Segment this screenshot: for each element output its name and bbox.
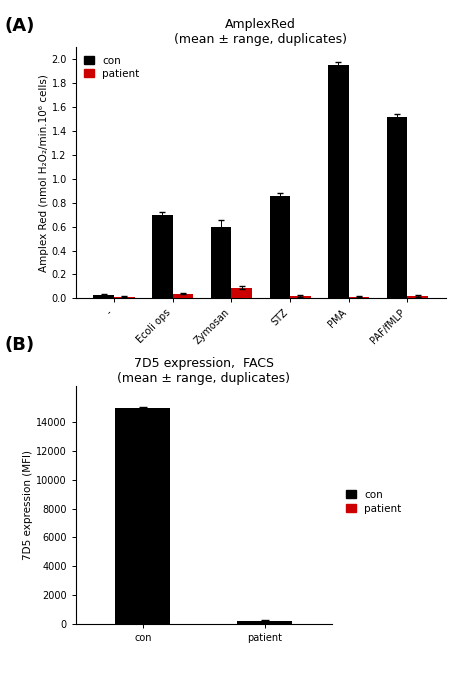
Bar — [173, 294, 193, 298]
Y-axis label: Amplex Red (nmol H₂O₂/min.10⁶ cells): Amplex Red (nmol H₂O₂/min.10⁶ cells) — [39, 74, 49, 272]
Bar — [349, 296, 369, 298]
Text: (B): (B) — [5, 336, 35, 354]
Y-axis label: 7D5 expression (MFI): 7D5 expression (MFI) — [23, 450, 33, 560]
Bar — [387, 117, 408, 298]
Text: (A): (A) — [5, 17, 35, 35]
Bar — [290, 296, 310, 298]
Bar — [231, 287, 252, 298]
Bar — [270, 195, 290, 298]
Bar — [237, 621, 292, 624]
Bar — [408, 296, 428, 298]
Bar — [152, 215, 173, 298]
Title: AmplexRed
(mean ± range, duplicates): AmplexRed (mean ± range, duplicates) — [174, 18, 347, 46]
Title: 7D5 expression,  FACS
(mean ± range, duplicates): 7D5 expression, FACS (mean ± range, dupl… — [118, 357, 290, 385]
Legend: con, patient: con, patient — [346, 490, 401, 514]
Bar — [328, 65, 349, 298]
Bar — [116, 408, 170, 624]
Legend: con, patient: con, patient — [81, 53, 142, 82]
Bar — [211, 226, 231, 298]
Bar — [93, 296, 114, 298]
Bar — [114, 296, 135, 298]
